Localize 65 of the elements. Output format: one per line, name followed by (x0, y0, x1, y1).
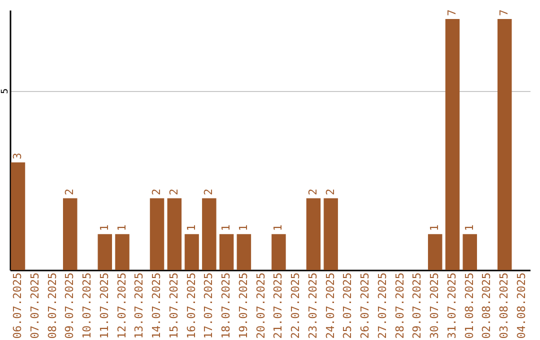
bar (184, 234, 199, 270)
x-tick-label: 24.07.2025 (324, 272, 337, 339)
x-tick-label: 10.07.2025 (80, 272, 94, 339)
bar (428, 234, 442, 270)
x-tick-label: 01.08.2025 (462, 272, 476, 339)
data-label: 2 (202, 188, 216, 196)
x-tick-label: 06.07.2025 (10, 272, 24, 339)
x-tick-label: 15.07.2025 (167, 272, 180, 339)
x-tick-label: 08.07.2025 (46, 272, 59, 339)
bar (445, 18, 460, 270)
x-tick-label: 28.07.2025 (393, 272, 406, 339)
bar (150, 198, 164, 270)
x-tick-label: 19.07.2025 (236, 272, 250, 339)
bar (324, 198, 338, 270)
x-tick-label: 25.07.2025 (341, 272, 354, 339)
y-tick-label: 5 (0, 88, 10, 94)
data-label: 1 (98, 224, 111, 232)
data-label: 2 (167, 188, 180, 196)
x-tick-label: 21.07.2025 (272, 272, 285, 339)
x-tick-label: 13.07.2025 (132, 272, 146, 339)
bar (306, 198, 321, 270)
bar (236, 234, 252, 270)
data-label: 2 (324, 188, 337, 196)
data-label: 1 (428, 224, 442, 232)
data-label: 1 (115, 224, 128, 232)
x-tick-label: 16.07.2025 (184, 272, 198, 339)
data-label: 1 (184, 224, 198, 232)
x-tick-label: 26.07.2025 (358, 272, 372, 339)
data-label: 2 (150, 188, 164, 196)
x-tick-label: 20.07.2025 (254, 272, 268, 339)
x-tick-label: 09.07.2025 (63, 272, 76, 339)
x-tick-label: 03.08.2025 (498, 272, 511, 339)
data-label: 7 (445, 9, 458, 16)
data-label: 2 (63, 188, 76, 196)
bar (202, 198, 216, 270)
data-label: 1 (220, 224, 233, 232)
bar (98, 234, 112, 270)
x-tick-label: 17.07.2025 (202, 272, 216, 339)
x-tick-label: 02.08.2025 (480, 272, 494, 339)
bar (462, 234, 477, 270)
data-label: 1 (236, 224, 250, 232)
x-tick-label: 27.07.2025 (376, 272, 389, 339)
x-tick-label: 14.07.2025 (150, 272, 164, 339)
x-tick-label: 18.07.2025 (220, 272, 233, 339)
x-tick-label: 07.07.2025 (28, 272, 42, 339)
bar (498, 18, 512, 270)
bar (115, 234, 130, 270)
bar (10, 162, 26, 270)
bar (272, 234, 286, 270)
bar (219, 234, 234, 270)
data-label: 1 (462, 224, 476, 232)
x-tick-label: 12.07.2025 (115, 272, 128, 339)
x-tick-label: 11.07.2025 (98, 272, 111, 339)
bar (63, 198, 78, 270)
x-tick-label: 31.07.2025 (445, 272, 458, 339)
data-label: 2 (306, 188, 320, 196)
bar (167, 198, 182, 270)
x-tick-label: 04.08.2025 (515, 272, 528, 339)
x-tick-label: 23.07.2025 (306, 272, 320, 339)
x-tick-label: 29.07.2025 (410, 272, 424, 339)
x-tick-label: 22.07.2025 (289, 272, 302, 339)
data-label: 3 (10, 152, 24, 160)
data-label: 7 (498, 9, 511, 16)
x-tick-label: 30.07.2025 (428, 272, 442, 339)
data-label: 1 (272, 224, 285, 232)
